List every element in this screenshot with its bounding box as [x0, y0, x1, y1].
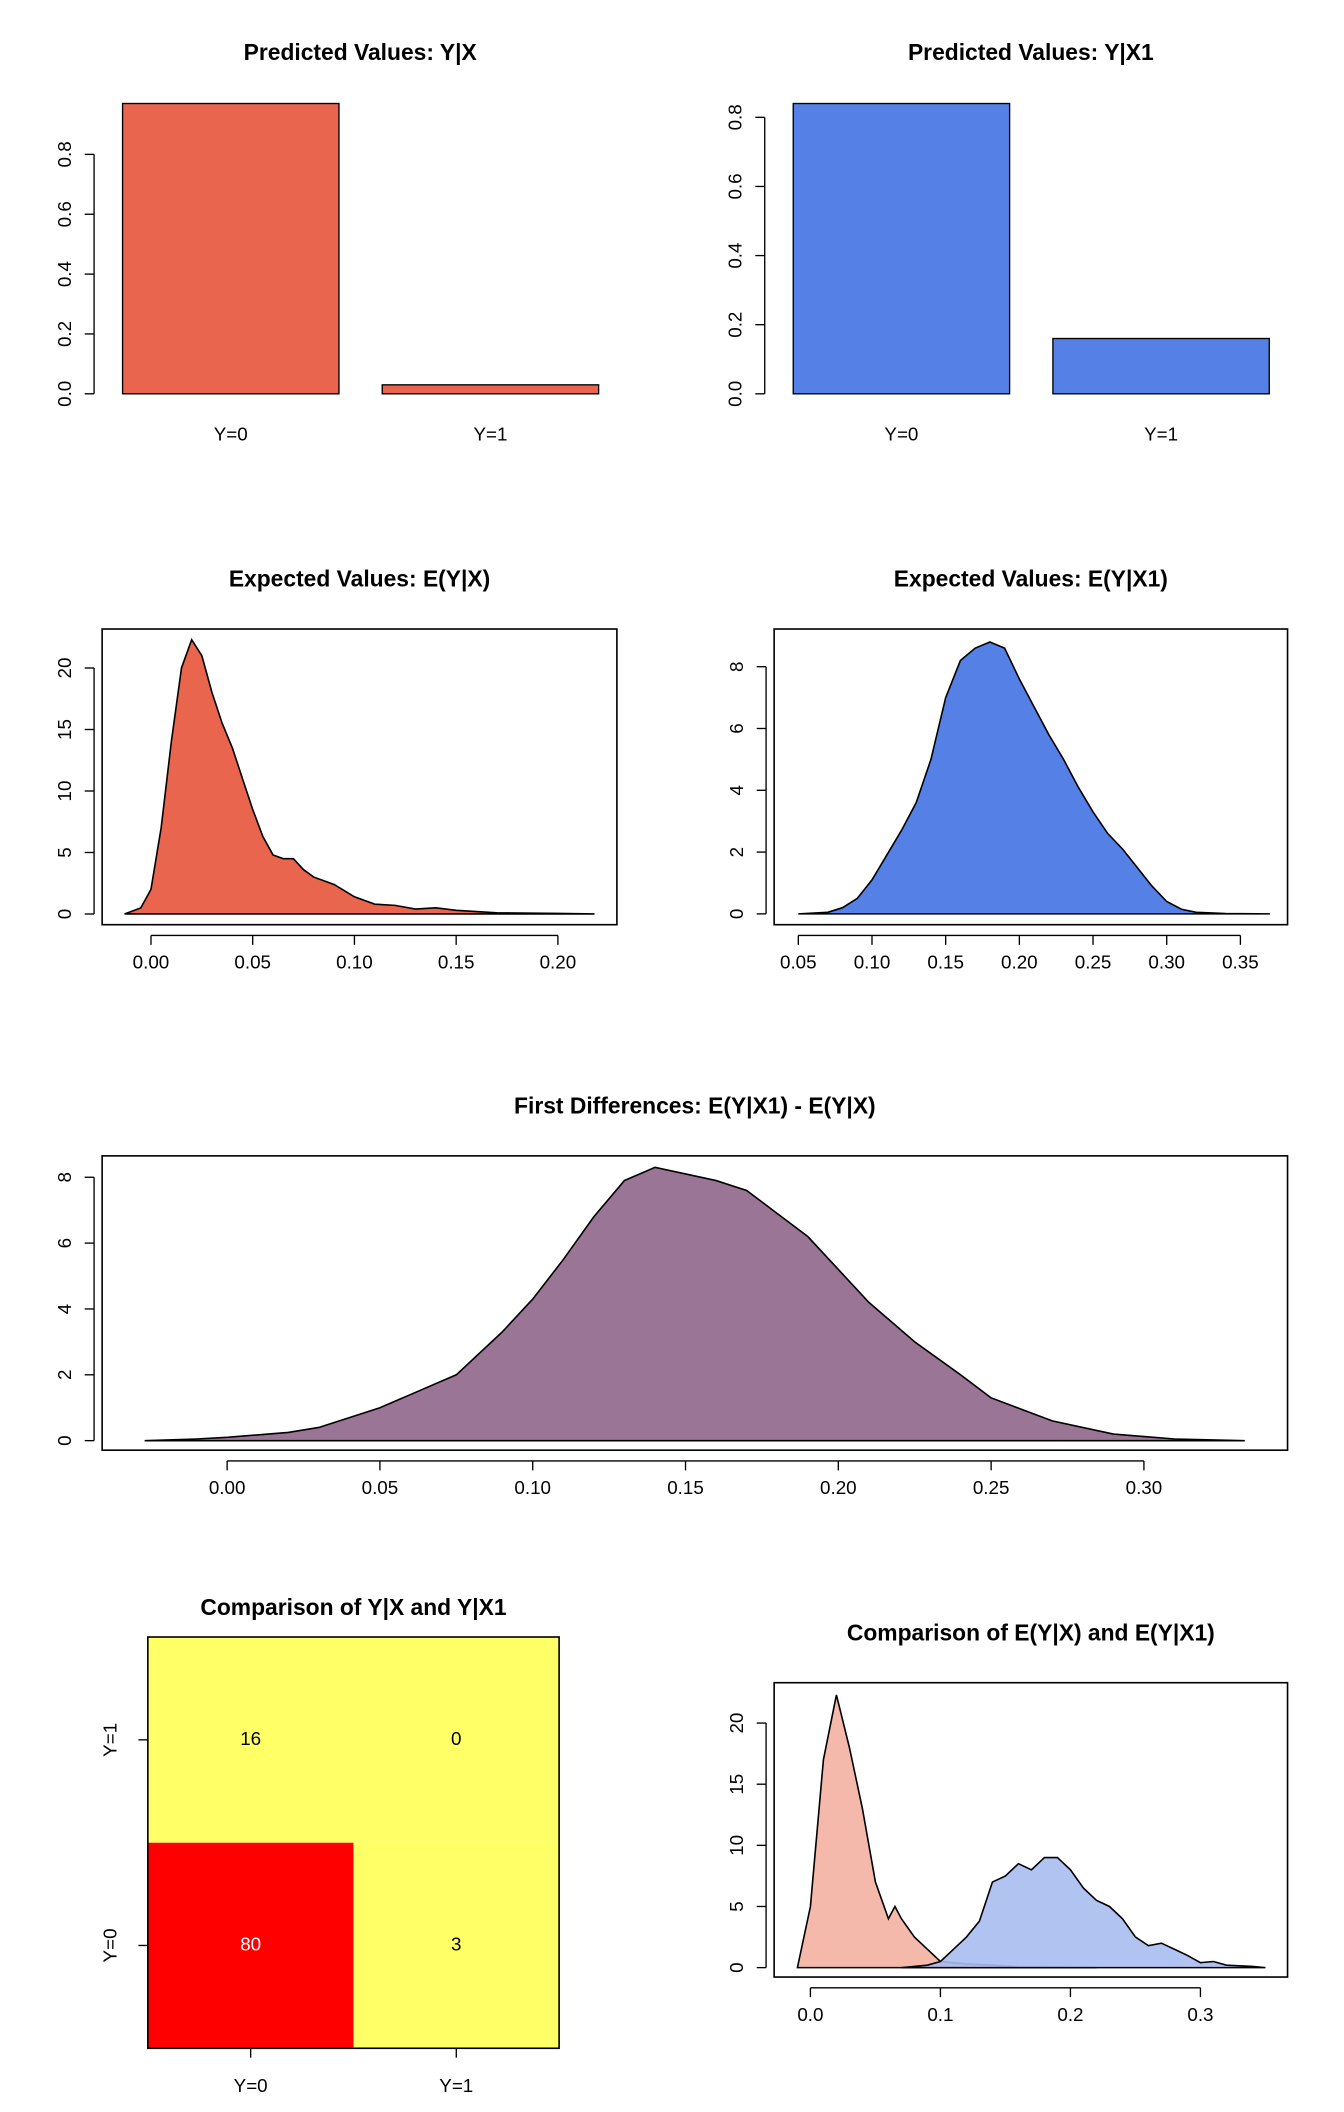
x-tick-label: Y=0 [884, 423, 918, 444]
y-tick-label: 15 [54, 719, 75, 740]
heatmap-cell [353, 1637, 560, 1843]
bar [121, 102, 340, 395]
cell-label: 16 [240, 1728, 261, 1749]
y-tick-label: 6 [726, 723, 747, 733]
x-tick-label: 0.05 [234, 952, 271, 973]
x-tick-label: Y=1 [1144, 423, 1178, 444]
y-tick-label: 0.2 [54, 321, 75, 347]
x-tick-label: Y=1 [473, 423, 507, 444]
density-area [901, 1856, 1266, 1969]
x-tick-label: 0.10 [854, 952, 891, 973]
y-tick-label: 6 [54, 1238, 75, 1248]
y-tick-label: Y=1 [100, 1723, 121, 1757]
density-area [798, 641, 1270, 915]
y-tick-label: 2 [726, 847, 747, 857]
plot-box [773, 1681, 1289, 1978]
y-tick-label: 0.4 [724, 243, 745, 269]
bar [381, 384, 600, 395]
x-tick-label: 0.1 [927, 2004, 953, 2025]
x-tick-label: 0.05 [780, 952, 817, 973]
plot-box [101, 1155, 1289, 1452]
y-tick-label: 20 [54, 658, 75, 679]
y-tick-label: 4 [54, 1304, 75, 1314]
heatmap-cell [353, 1842, 560, 2049]
x-tick-label: Y=1 [439, 2075, 473, 2096]
y-tick-label: 20 [726, 1713, 747, 1734]
x-tick-label: 0.25 [973, 1477, 1010, 1498]
chart-title: Expected Values: E(Y|X) [229, 566, 490, 592]
y-tick-label: 5 [726, 1901, 747, 1911]
y-tick-label: 0.4 [54, 261, 75, 287]
y-tick-label: 0.8 [54, 141, 75, 167]
y-tick-label: 4 [726, 785, 747, 795]
cell-label: 80 [240, 1933, 261, 1954]
chart-title: First Differences: E(Y|X1) - E(Y|X) [514, 1093, 876, 1119]
y-tick-label: 0 [726, 1962, 747, 1972]
y-tick-label: 0.0 [54, 381, 75, 407]
heatmap-cell [147, 1842, 354, 2049]
chart-title: Comparison of Y|X and Y|X1 [200, 1594, 507, 1620]
x-tick-label: 0.2 [1057, 2004, 1083, 2025]
y-tick-label: 10 [726, 1835, 747, 1856]
cell-label: 3 [451, 1933, 461, 1954]
y-tick-label: 5 [54, 847, 75, 857]
x-tick-label: 0.35 [1222, 952, 1259, 973]
x-tick-label: Y=0 [214, 423, 248, 444]
y-tick-label: 0.6 [724, 173, 745, 199]
y-tick-label: Y=0 [100, 1928, 121, 1962]
y-tick-label: 0.6 [54, 201, 75, 227]
x-tick-label: 0.00 [209, 1477, 246, 1498]
x-tick-label: Y=0 [234, 2075, 268, 2096]
x-tick-label: 0.00 [133, 952, 170, 973]
x-tick-label: 0.05 [362, 1477, 399, 1498]
bar [792, 102, 1011, 395]
x-tick-label: 0.15 [438, 952, 475, 973]
x-tick-label: 0.10 [336, 952, 373, 973]
y-tick-label: 0 [726, 909, 747, 919]
y-tick-label: 8 [726, 661, 747, 671]
plot-box [101, 628, 618, 926]
x-tick-label: 0.10 [514, 1477, 551, 1498]
y-tick-label: 0.2 [724, 312, 745, 338]
x-tick-label: 0.30 [1126, 1477, 1163, 1498]
y-tick-label: 0.0 [724, 381, 745, 407]
y-tick-label: 10 [54, 781, 75, 802]
cell-label: 0 [451, 1728, 461, 1749]
y-tick-label: 15 [726, 1774, 747, 1795]
x-tick-label: 0.0 [797, 2004, 823, 2025]
plot-box [147, 1636, 560, 2050]
density-area [144, 1166, 1245, 1442]
chart-title: Expected Values: E(Y|X1) [894, 566, 1168, 592]
y-tick-label: 8 [54, 1172, 75, 1182]
chart-title: Comparison of E(Y|X) and E(Y|X1) [847, 1619, 1215, 1645]
heatmap-cell [147, 1637, 354, 1843]
y-tick-label: 2 [54, 1370, 75, 1380]
bar [1052, 337, 1270, 395]
plot-box [773, 628, 1289, 926]
x-tick-label: 0.3 [1187, 2004, 1213, 2025]
x-tick-label: 0.20 [820, 1477, 857, 1498]
x-tick-label: 0.20 [1001, 952, 1038, 973]
x-tick-label: 0.25 [1075, 952, 1112, 973]
y-tick-label: 0 [54, 909, 75, 919]
x-tick-label: 0.15 [927, 952, 964, 973]
x-tick-label: 0.15 [667, 1477, 704, 1498]
density-area [124, 637, 595, 915]
x-tick-label: 0.30 [1148, 952, 1185, 973]
y-tick-label: 0.8 [724, 104, 745, 130]
chart-title: Predicted Values: Y|X1 [908, 39, 1154, 65]
x-tick-label: 0.20 [540, 952, 577, 973]
chart-title: Predicted Values: Y|X [244, 39, 478, 65]
y-tick-label: 0 [54, 1435, 75, 1445]
